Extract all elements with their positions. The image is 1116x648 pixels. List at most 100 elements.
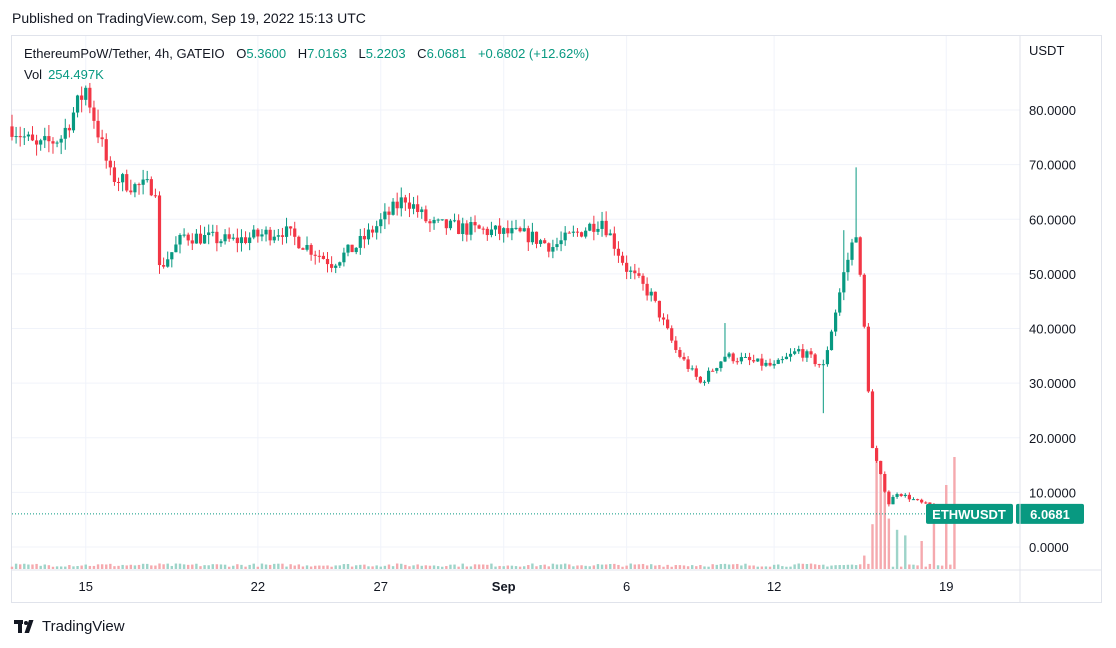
volume-bar — [182, 564, 186, 569]
candle — [838, 288, 842, 316]
candle-body — [457, 220, 461, 235]
candle-body — [473, 222, 477, 226]
candle-body — [284, 226, 289, 237]
volume-bar — [47, 565, 51, 569]
volume-bar — [363, 564, 366, 569]
candle-body — [784, 356, 789, 360]
candle — [510, 220, 514, 241]
candle — [829, 329, 834, 351]
volume-bar — [756, 566, 759, 569]
volume-bar — [371, 566, 374, 569]
candle-body — [530, 231, 534, 243]
candle — [22, 128, 26, 146]
candle-body — [809, 351, 813, 355]
candle-body — [633, 270, 637, 274]
candle-body — [768, 362, 772, 366]
volume-bar — [875, 457, 878, 569]
candle-body — [641, 275, 645, 284]
volume-bar — [330, 566, 333, 569]
volume-bar — [858, 564, 862, 569]
volume-bar — [166, 563, 169, 569]
candle-body — [498, 225, 502, 234]
candle — [461, 217, 465, 242]
candle — [88, 82, 92, 114]
candle — [543, 238, 547, 244]
candle-body — [313, 254, 317, 256]
candle-body — [186, 234, 190, 241]
candle-body — [276, 235, 280, 237]
volume-bar — [932, 513, 936, 569]
volume-bar — [92, 565, 96, 569]
candle-body — [760, 358, 764, 366]
candle — [153, 188, 158, 198]
candle-body — [887, 491, 891, 505]
volume-legend: Vol 254.497K — [24, 67, 104, 82]
candle-body — [243, 237, 248, 244]
volume-bar — [854, 565, 858, 569]
volume-bar — [752, 565, 755, 569]
candle — [457, 214, 461, 235]
candle-body — [870, 391, 875, 449]
candle-body — [575, 231, 580, 233]
volume-bar — [43, 564, 46, 569]
candle-body — [428, 221, 432, 224]
candle — [59, 135, 63, 155]
tradingview-logo[interactable]: TradingView — [14, 618, 125, 635]
candle — [424, 205, 428, 224]
volume-bar — [879, 473, 882, 569]
candle — [157, 191, 162, 274]
candle — [51, 137, 55, 154]
candle-body — [293, 228, 297, 237]
volume-bar — [100, 564, 104, 569]
volume-bar — [777, 564, 780, 569]
candle-body — [416, 204, 420, 213]
tradingview-logo-text: TradingView — [42, 618, 125, 635]
volume-bar — [621, 566, 624, 569]
volume-bar — [408, 566, 411, 569]
volume-bar — [936, 565, 940, 569]
candle — [571, 225, 575, 237]
volume-bar — [846, 564, 850, 569]
volume-bar — [268, 564, 272, 569]
candle — [485, 226, 489, 241]
candle-body — [80, 95, 84, 100]
candle — [92, 100, 96, 129]
candle — [834, 309, 838, 337]
candle — [338, 261, 342, 269]
candle — [715, 367, 719, 374]
candle-body — [715, 368, 719, 371]
candle — [330, 256, 334, 273]
candle — [125, 169, 129, 193]
volume-bar — [277, 563, 280, 569]
volume-bar — [699, 564, 702, 569]
volume-bar — [764, 566, 768, 569]
candle — [670, 325, 674, 343]
volume-bar — [670, 566, 673, 569]
volume-bar — [453, 564, 456, 569]
volume-bar — [10, 566, 14, 569]
volume-bar — [695, 566, 698, 569]
candle — [768, 358, 772, 367]
volume-bar — [867, 563, 870, 569]
volume-bar — [379, 566, 382, 569]
volume-bar — [826, 566, 829, 569]
candle — [555, 237, 559, 251]
volume-bar — [674, 565, 678, 569]
candle-body — [121, 174, 125, 183]
volume-bar — [895, 529, 899, 569]
volume-bar — [367, 566, 370, 569]
candle-body — [305, 244, 309, 250]
volume-bar — [199, 566, 202, 569]
volume-bar — [711, 564, 714, 569]
candle-body — [334, 265, 338, 268]
candle-body — [43, 136, 47, 141]
candle — [334, 263, 338, 274]
candle — [219, 239, 223, 247]
volume-bar — [113, 566, 116, 569]
candle-body — [116, 181, 121, 183]
volume-bar — [592, 565, 596, 569]
candle — [719, 361, 723, 372]
volume-bar — [949, 564, 952, 569]
candle-body — [235, 237, 239, 244]
